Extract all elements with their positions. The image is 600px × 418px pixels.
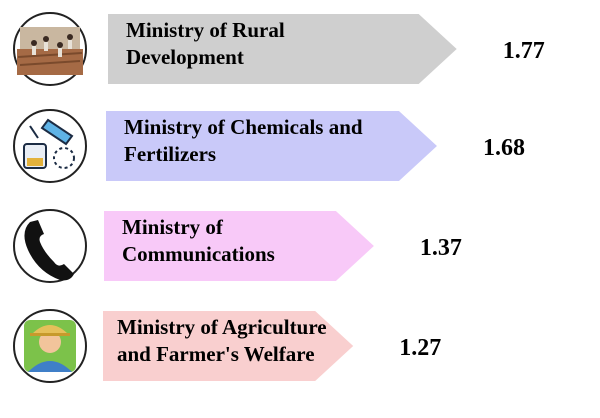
category-label: Ministry of Chemicals and (124, 115, 363, 139)
category-label: and Farmer's Welfare (117, 342, 315, 366)
row-1: Ministry of Rural Development 1.77 (13, 12, 545, 86)
value-label: 1.68 (483, 135, 525, 161)
bar (103, 311, 354, 381)
telephone-icon (13, 209, 87, 283)
value-label: 1.37 (420, 235, 462, 261)
bar (108, 14, 457, 84)
bar (104, 211, 374, 281)
value-label: 1.77 (503, 38, 545, 64)
row-2: Ministry of Chemicals and Fertilizers 1.68 (13, 109, 525, 183)
bar (106, 111, 437, 181)
row-3: Ministry of Communications 1.37 (13, 209, 462, 283)
chemistry-lab-icon (13, 109, 87, 183)
category-label: Development (126, 45, 244, 69)
category-label: Fertilizers (124, 142, 216, 166)
value-label: 1.27 (399, 335, 441, 361)
category-label: Ministry of (122, 215, 224, 239)
farm-field-icon (13, 12, 87, 86)
farmer-icon (13, 309, 87, 383)
category-label: Ministry of Rural (126, 18, 285, 42)
category-label: Communications (122, 242, 275, 266)
row-4: Ministry of Agriculture and Farmer's Welf… (13, 309, 441, 383)
category-label: Ministry of Agriculture (117, 315, 327, 339)
